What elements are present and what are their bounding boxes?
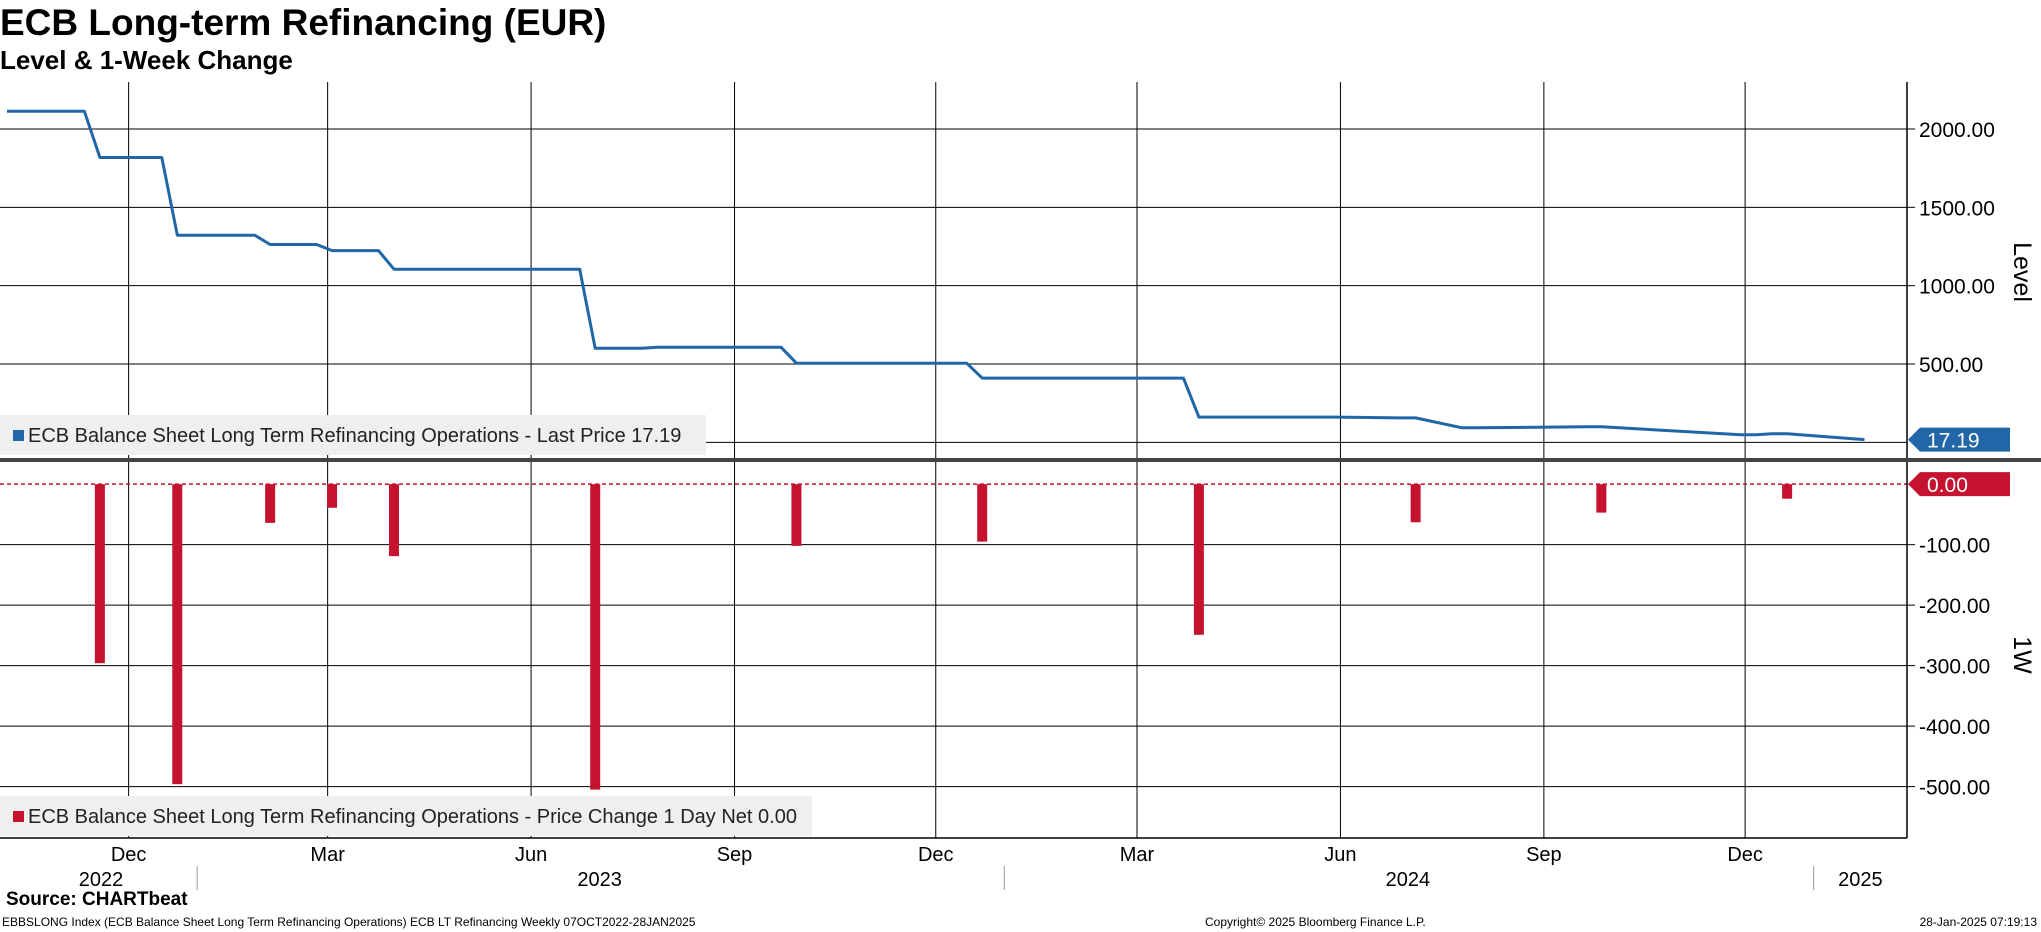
change-axis-title: 1W [2008, 636, 2036, 674]
year-label: 2024 [1386, 869, 1431, 891]
change-legend: ECB Balance Sheet Long Term Refinancing … [0, 796, 812, 836]
panel-divider [0, 458, 2041, 462]
change-tick-label: -200.00 [1919, 595, 1990, 618]
level-tick-label: 1000.00 [1919, 276, 1995, 299]
change-tick-label: -400.00 [1919, 716, 1990, 739]
month-label: Mar [310, 844, 345, 866]
month-label: Dec [918, 844, 954, 866]
month-label: Sep [1526, 844, 1562, 866]
change-bar [388, 484, 399, 557]
change-bar [590, 484, 601, 790]
footer-ticker-description: EBBSLONG Index (ECB Balance Sheet Long T… [2, 915, 696, 929]
level-line-group [7, 109, 1865, 442]
change-bar [791, 484, 802, 546]
level-legend-swatch [13, 430, 24, 441]
chart-title: ECB Long-term Refinancing (EUR) [0, 2, 607, 43]
change-tick-label: -100.00 [1919, 535, 1990, 558]
level-legend: ECB Balance Sheet Long Term Refinancing … [0, 415, 706, 455]
month-label: Dec [111, 844, 147, 866]
level-tick-label: 2000.00 [1919, 119, 1995, 142]
month-label: Jun [1324, 844, 1356, 866]
month-label: Dec [1727, 844, 1763, 866]
change-bar [977, 484, 988, 542]
level-last-value-flag-label: 17.19 [1927, 430, 1980, 453]
change-bars [94, 484, 1793, 790]
change-tick-label: -300.00 [1919, 656, 1990, 679]
change-bar [1596, 484, 1607, 513]
year-label: 2022 [79, 869, 124, 891]
level-legend-text: ECB Balance Sheet Long Term Refinancing … [28, 425, 681, 447]
level-tick-label: 500.00 [1919, 354, 1983, 377]
level-axis-title: Level [2008, 242, 2036, 302]
source-note: Source: CHARTbeat [6, 889, 188, 910]
year-label: 2023 [577, 869, 622, 891]
change-bar [1782, 484, 1793, 499]
change-last-value-flag-shape [1908, 472, 2010, 497]
change-legend-text: ECB Balance Sheet Long Term Refinancing … [28, 806, 797, 828]
change-bar [1193, 484, 1204, 635]
legends: ECB Balance Sheet Long Term Refinancing … [0, 415, 812, 836]
change-legend-swatch [13, 811, 24, 822]
change-last-value-flag-label: 0.00 [1927, 474, 1968, 497]
footer-copyright: Copyright© 2025 Bloomberg Finance L.P. [1205, 915, 1426, 929]
change-bar [327, 484, 338, 508]
level-legend-bg [0, 415, 706, 455]
change-bar [265, 484, 276, 523]
year-label: 2025 [1838, 869, 1883, 891]
change-last-value-flag: 0.00 [1908, 472, 2010, 497]
level-line [7, 109, 1865, 442]
axes: 2000.00 1500.00 1000.00 500.00 -100.00 -200.0… [0, 82, 2041, 891]
level-tick-label: 1500.00 [1919, 197, 1995, 220]
footer-timestamp: 28-Jan-2025 07:19:13 [1919, 915, 2037, 929]
month-label: Jun [515, 844, 547, 866]
month-label: Sep [717, 844, 753, 866]
level-last-value-flag-shape [1908, 427, 2010, 452]
change-bar [94, 484, 105, 664]
change-bar [172, 484, 183, 785]
level-last-value-flag: 17.19 [1908, 427, 2010, 453]
change-tick-label: -500.00 [1919, 777, 1990, 800]
change-legend-bg [0, 796, 812, 836]
change-bar [1410, 484, 1421, 523]
month-label: Mar [1120, 844, 1155, 866]
chart-subtitle: Level & 1-Week Change [0, 45, 293, 75]
